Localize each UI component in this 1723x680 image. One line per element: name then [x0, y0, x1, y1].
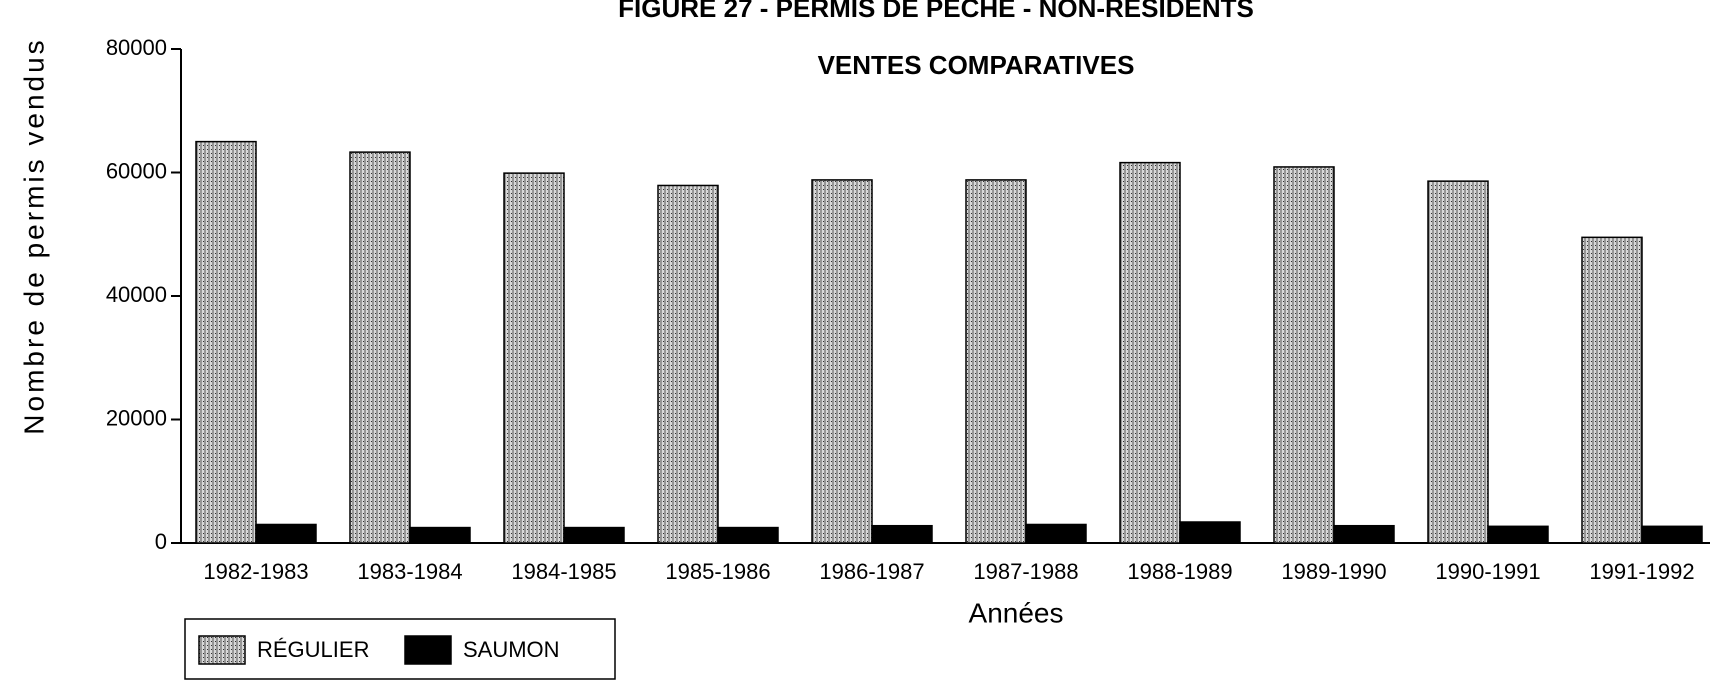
x-tick-label: 1987-1988: [973, 559, 1078, 584]
bar: [717, 526, 779, 544]
x-tick-label: 1990-1991: [1435, 559, 1540, 584]
bar: [1427, 180, 1489, 544]
y-tick-label: 20000: [106, 405, 167, 430]
legend-label: RÉGULIER: [257, 637, 369, 662]
chart-subtitle: VENTES COMPARATIVES: [818, 50, 1135, 80]
legend-box: [184, 618, 616, 680]
y-tick-label: 0: [155, 529, 167, 554]
bar: [657, 184, 719, 544]
x-tick-label: 1991-1992: [1589, 559, 1694, 584]
x-tick-label: 1984-1985: [511, 559, 616, 584]
x-tick-label: 1982-1983: [203, 559, 308, 584]
legend-label: SAUMON: [463, 637, 560, 662]
bar: [1581, 236, 1643, 544]
bar: [255, 523, 317, 544]
y-axis-label: Nombre de permis vendus: [18, 37, 49, 434]
x-tick-label: 1988-1989: [1127, 559, 1232, 584]
x-axis-label: Années: [969, 597, 1064, 628]
bar: [1487, 525, 1549, 544]
bar: [1179, 521, 1241, 544]
bar: [811, 179, 873, 544]
bar: [1025, 523, 1087, 544]
bar: [1641, 525, 1703, 544]
bar: [409, 526, 471, 544]
x-tick-label: 1985-1986: [665, 559, 770, 584]
chart-title: FIGURE 27 - PERMIS DE PECHE - NON-RESIDE…: [618, 0, 1254, 23]
bar: [1119, 161, 1181, 544]
x-tick-label: 1983-1984: [357, 559, 462, 584]
legend-swatch: [198, 635, 246, 665]
bar: [503, 172, 565, 544]
y-tick-label: 40000: [106, 282, 167, 307]
y-tick-label: 60000: [106, 158, 167, 183]
bar: [349, 151, 411, 544]
x-tick-label: 1989-1990: [1281, 559, 1386, 584]
bar: [1273, 166, 1335, 544]
bar: [965, 179, 1027, 544]
bar: [563, 526, 625, 544]
bar: [195, 140, 257, 544]
bar: [871, 524, 933, 544]
y-tick-label: 80000: [106, 35, 167, 60]
x-tick-label: 1986-1987: [819, 559, 924, 584]
legend-swatch: [404, 635, 452, 665]
bar: [1333, 524, 1395, 544]
